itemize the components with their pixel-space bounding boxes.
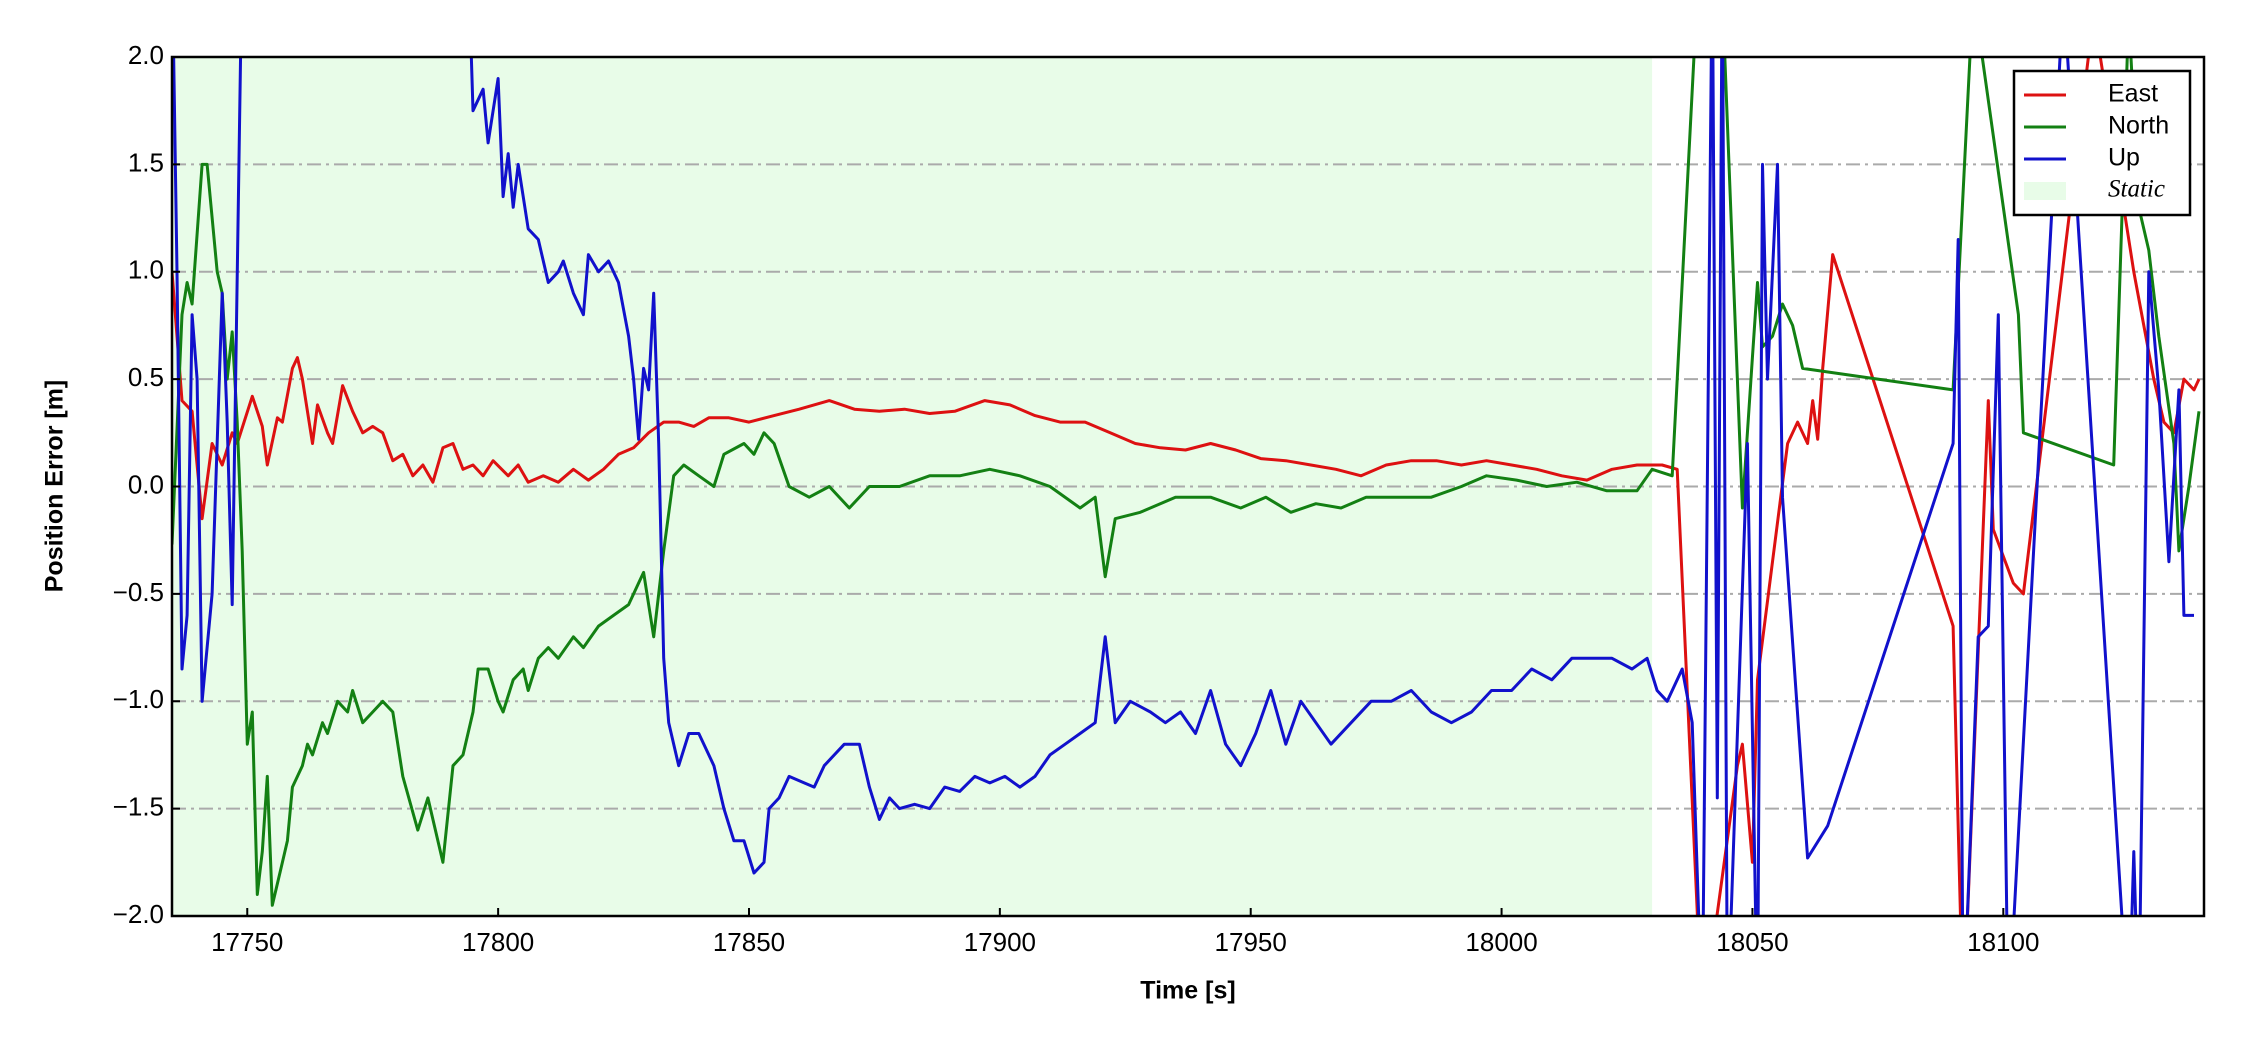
y-tick-label: 1.5	[128, 147, 164, 177]
series-line	[172, 57, 2201, 916]
background-layer	[172, 56, 2204, 917]
legend-label: East	[2108, 80, 2158, 108]
legend-label: Static	[2108, 176, 2165, 203]
lines-layer	[172, 57, 2201, 916]
y-axis-label: Position Error [m]	[41, 380, 69, 593]
y-tick-label: 0.5	[128, 362, 164, 392]
y-tick-label: 0.0	[128, 469, 164, 499]
x-tick-label: 18000	[1465, 927, 1537, 957]
x-tick-label: 17850	[713, 927, 785, 957]
y-tick-label: −0.5	[113, 577, 164, 607]
x-tick-label: 18050	[1716, 927, 1788, 957]
x-tick-label: 17800	[462, 927, 534, 957]
series-line	[172, 57, 2201, 907]
x-axis-label: Time [s]	[1140, 977, 1235, 1005]
y-tick-label: −2.0	[113, 899, 164, 929]
foreground-layer: −2.0 −1.5 −1.0 −0.5 0.0 0.5 1.0 1.5 2.0 17750 1780…	[113, 40, 2192, 957]
legend-swatch	[2024, 182, 2066, 200]
y-tick-label: −1.0	[113, 684, 164, 714]
x-tick-label: 17750	[211, 927, 283, 957]
y-tick-label: −1.5	[113, 792, 164, 822]
legend-label: North	[2108, 112, 2169, 140]
y-tick-label: 1.0	[128, 255, 164, 285]
y-tick-label: 2.0	[128, 40, 164, 70]
x-tick-label: 17950	[1215, 927, 1287, 957]
x-tick-label: 18100	[1967, 927, 2039, 957]
series-line	[172, 57, 2194, 916]
x-tick-label: 17900	[964, 927, 1036, 957]
legend-label: Up	[2108, 144, 2140, 172]
